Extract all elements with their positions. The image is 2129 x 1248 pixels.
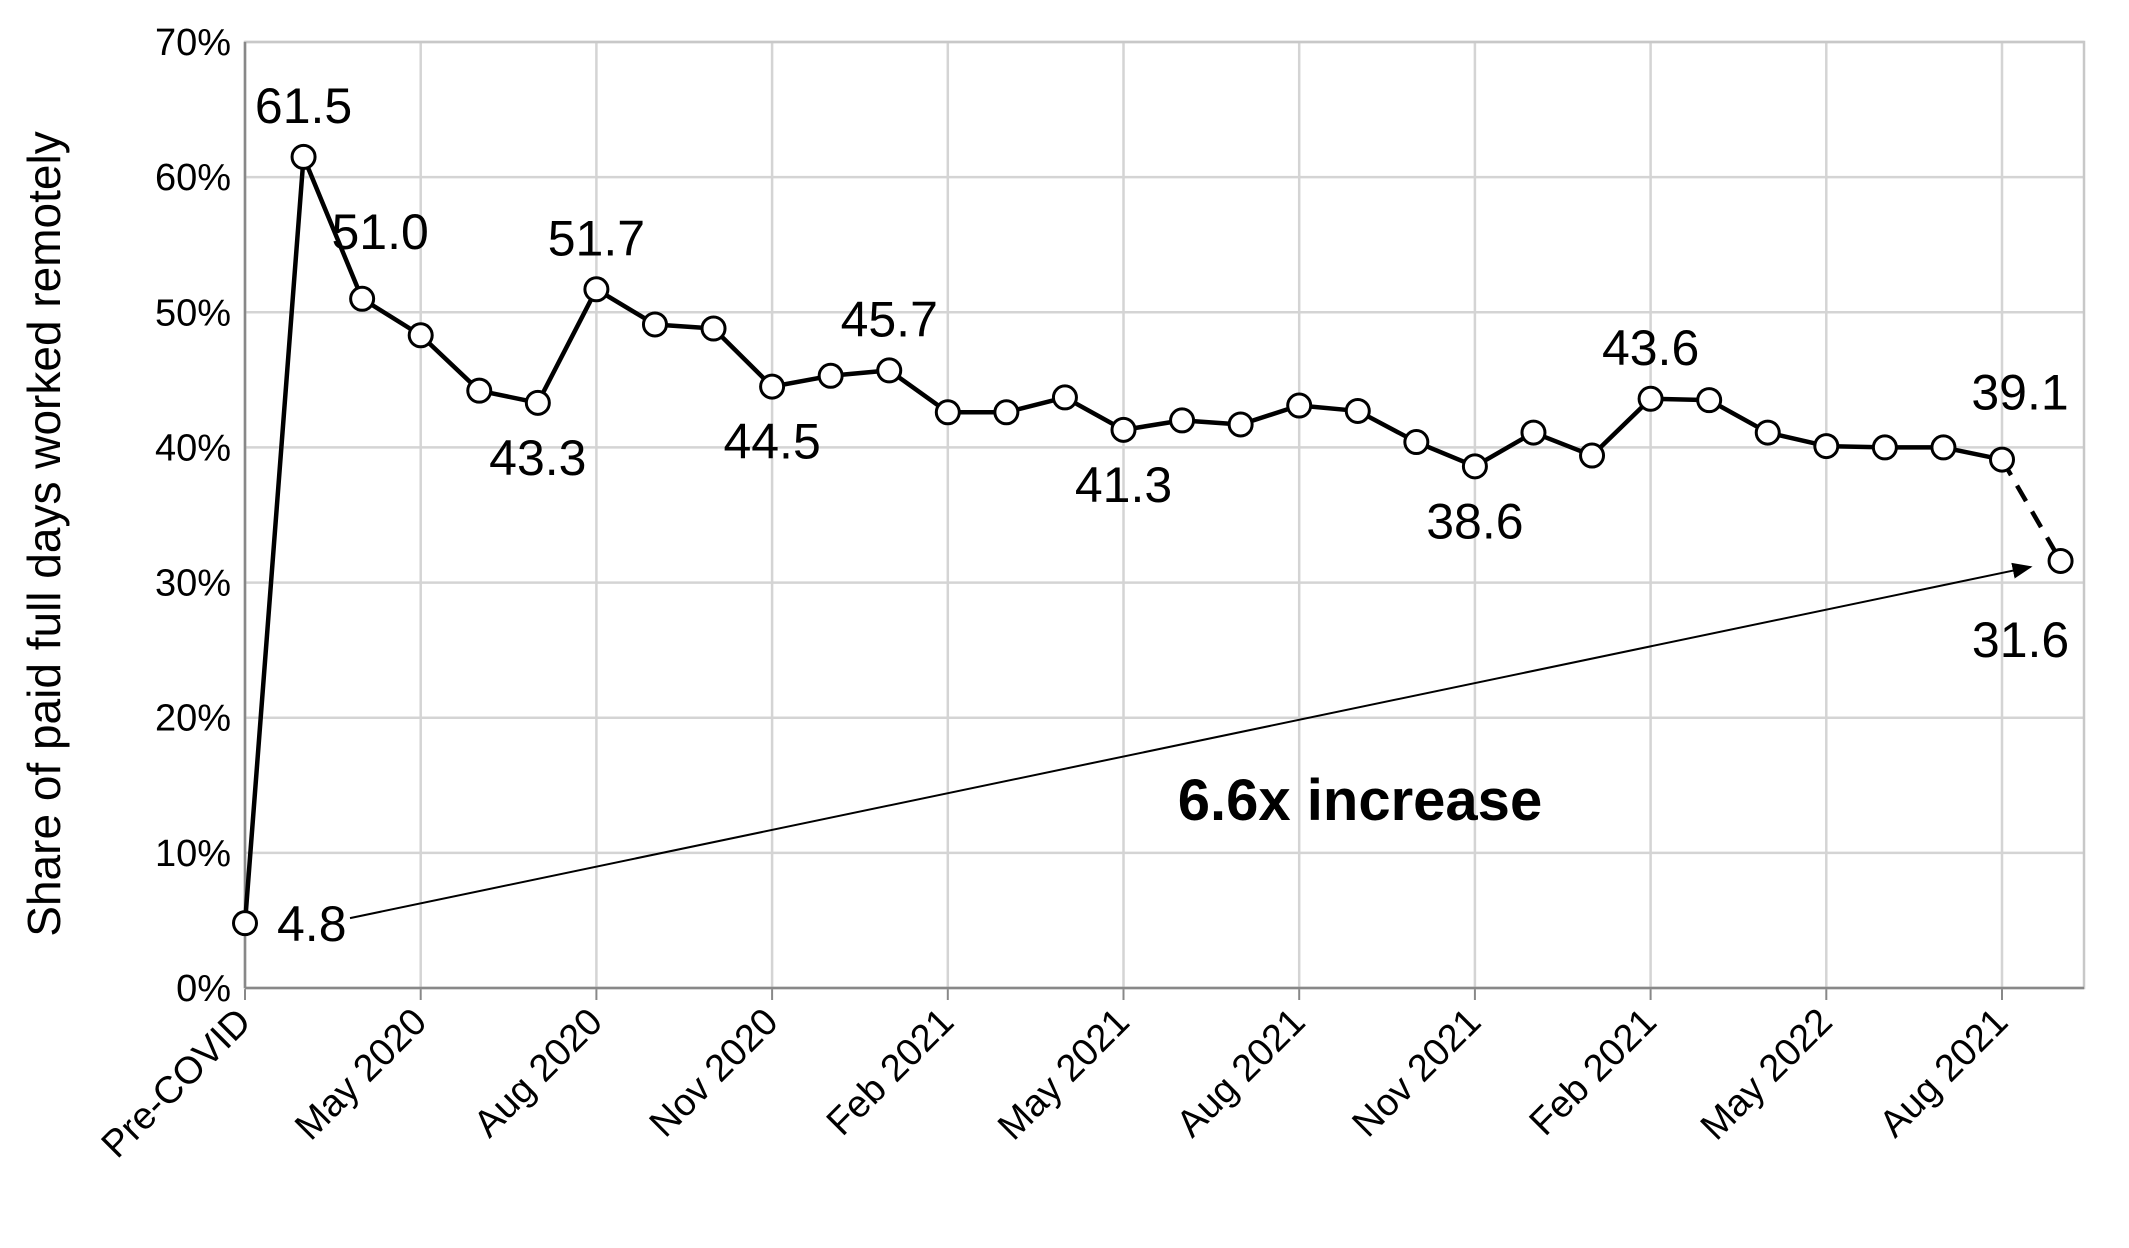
y-tick-label: 30% xyxy=(155,563,231,605)
data-point xyxy=(1286,392,1313,419)
y-tick-label: 50% xyxy=(155,292,231,334)
annotation-text: 6.6x increase xyxy=(1178,768,1542,833)
x-tick-label: May 2022 xyxy=(1693,1001,1841,1149)
y-axis-title: Share of paid full days worked remotely xyxy=(18,131,70,936)
data-point xyxy=(700,315,727,342)
data-point xyxy=(1754,419,1781,446)
x-tick-label: Nov 2021 xyxy=(1345,1001,1490,1146)
data-point xyxy=(641,311,668,338)
x-tick-label: May 2020 xyxy=(287,1001,435,1149)
data-point xyxy=(934,399,961,426)
data-label: 61.5 xyxy=(255,78,352,134)
data-label: 4.8 xyxy=(277,896,347,952)
data-label: 51.0 xyxy=(331,204,428,260)
plot-frame xyxy=(243,40,2086,990)
data-point xyxy=(1110,416,1137,443)
data-point xyxy=(993,399,1020,426)
data-label: 44.5 xyxy=(723,414,820,470)
x-tick-label: Feb 2021 xyxy=(819,1001,962,1144)
data-point xyxy=(1169,407,1196,434)
data-label: 51.7 xyxy=(548,210,645,266)
data-point xyxy=(524,389,551,416)
data-label: 45.7 xyxy=(841,291,938,347)
data-point xyxy=(349,285,376,312)
data-label: 31.6 xyxy=(1972,612,2069,668)
data-point xyxy=(290,143,317,170)
y-tick-labels: 0% 10% 20% 30% 40% 50% 60% 70% xyxy=(155,22,231,1010)
data-label: 39.1 xyxy=(1971,365,2068,421)
data-point xyxy=(759,373,786,400)
axes xyxy=(243,40,2086,1000)
data-point xyxy=(1637,385,1664,412)
data-point xyxy=(1403,429,1430,456)
y-tick-label: 70% xyxy=(155,22,231,64)
data-point xyxy=(1696,387,1723,414)
x-tick-label: Aug 2020 xyxy=(466,1001,611,1146)
data-point xyxy=(232,910,258,937)
series-projection-line xyxy=(2000,458,2063,563)
data-point xyxy=(1930,434,1957,461)
data-point xyxy=(1520,419,1547,446)
data-point xyxy=(1871,434,1898,461)
data-point xyxy=(1813,433,1840,460)
data-point xyxy=(2047,547,2074,574)
data-point xyxy=(1051,384,1078,411)
data-point xyxy=(876,357,903,384)
y-tick-label: 10% xyxy=(155,833,231,875)
data-point xyxy=(407,322,434,349)
annotation: 6.6x increase xyxy=(349,562,2033,920)
annotation-arrow xyxy=(349,562,2033,920)
x-tick-label: May 2021 xyxy=(990,1001,1138,1149)
data-point xyxy=(1579,442,1606,469)
data-point xyxy=(1344,397,1371,424)
gridlines xyxy=(243,40,2084,990)
x-tick-label: Aug 2021 xyxy=(1872,1001,2017,1146)
x-tick-label: Nov 2020 xyxy=(642,1001,787,1146)
data-points xyxy=(232,143,2074,937)
data-point xyxy=(1989,446,2016,473)
series-line xyxy=(242,154,2063,924)
x-tick-label: Pre-COVID xyxy=(94,1001,260,1167)
y-tick-label: 0% xyxy=(176,968,231,1010)
data-point xyxy=(583,276,610,303)
x-tick-label: Feb 2021 xyxy=(1522,1001,1665,1144)
data-point xyxy=(466,377,493,404)
data-label: 38.6 xyxy=(1426,493,1523,549)
data-point xyxy=(817,362,844,389)
data-labels: 4.8 61.5 51.0 43.3 51.7 44.5 45.7 41.3 38.6 43.6 3… xyxy=(255,78,2069,952)
data-label: 43.3 xyxy=(489,430,586,486)
x-tick-label: Aug 2021 xyxy=(1169,1001,1314,1146)
data-label: 43.6 xyxy=(1602,320,1699,376)
y-tick-label: 60% xyxy=(155,157,231,199)
y-tick-label: 20% xyxy=(155,698,231,740)
data-point xyxy=(1461,453,1488,480)
x-tick-labels: Pre-COVID May 2020 Aug 2020 Nov 2020 Feb 202… xyxy=(94,1001,2017,1167)
y-tick-label: 40% xyxy=(155,427,231,469)
data-point xyxy=(1227,411,1254,438)
data-label: 41.3 xyxy=(1075,457,1172,513)
